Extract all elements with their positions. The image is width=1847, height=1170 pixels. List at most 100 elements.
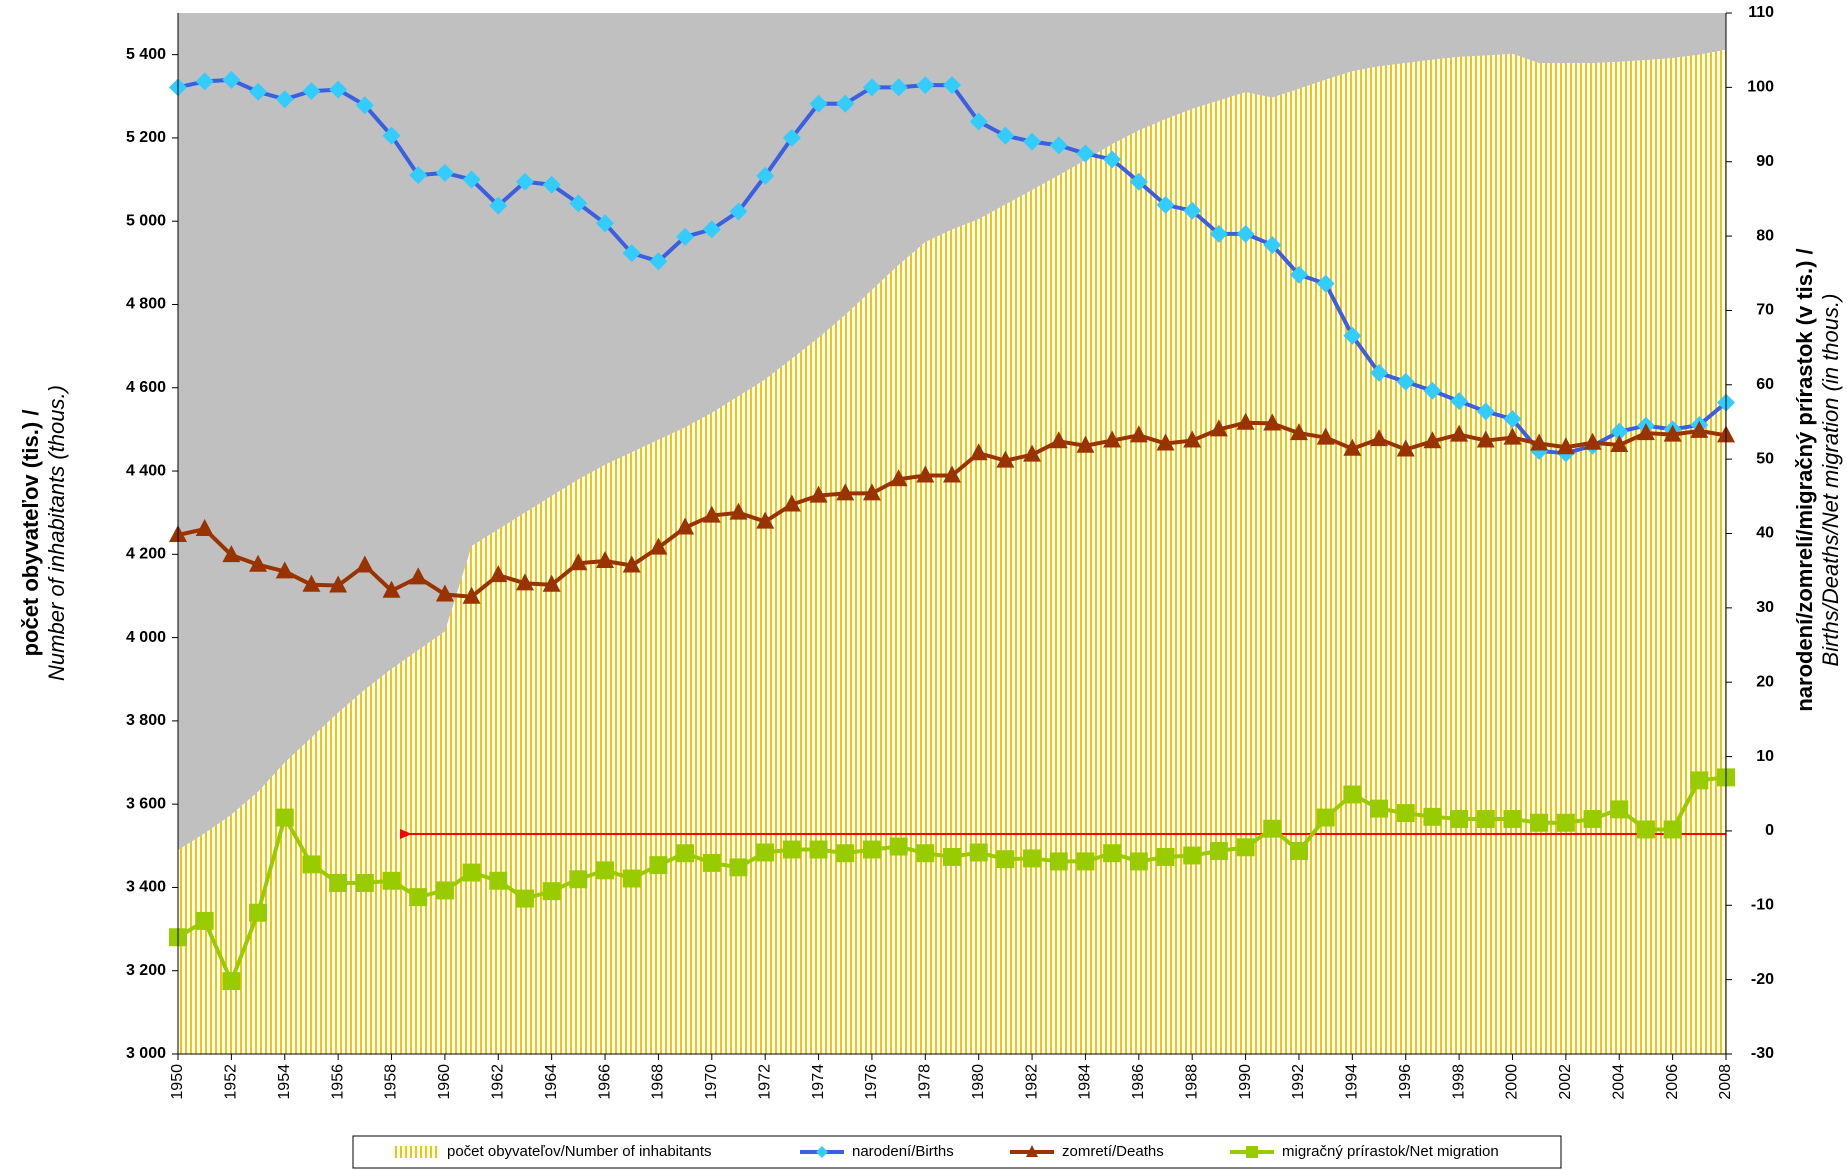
y2-tick-label: 80	[1756, 227, 1774, 244]
marker	[1263, 235, 1282, 254]
marker	[836, 844, 855, 863]
x-tick-label: 1964	[543, 1064, 560, 1100]
marker	[1209, 224, 1228, 243]
marker	[1530, 433, 1549, 451]
marker	[676, 227, 695, 246]
marker	[1583, 432, 1602, 450]
marker	[1663, 424, 1682, 442]
y2-tick-label: 20	[1756, 673, 1774, 690]
marker	[889, 469, 908, 487]
marker	[329, 575, 348, 593]
marker	[1556, 437, 1575, 455]
marker	[355, 873, 374, 892]
marker	[1423, 381, 1442, 400]
legend-marker	[1246, 1146, 1258, 1158]
marker	[1690, 771, 1709, 790]
y-tick-label: 4 400	[126, 462, 166, 479]
y2-axis-title: narodení/zomrelí/migračný prírastok (v t…	[1792, 248, 1843, 711]
marker	[1370, 799, 1389, 818]
marker	[1263, 413, 1282, 431]
marker	[275, 561, 294, 579]
marker	[249, 554, 268, 572]
marker	[1583, 810, 1602, 829]
marker	[569, 553, 588, 571]
marker	[462, 586, 481, 604]
marker	[782, 840, 801, 859]
marker	[1343, 785, 1362, 804]
marker	[676, 517, 695, 535]
marker	[1023, 849, 1042, 868]
marker	[489, 871, 508, 890]
marker	[1690, 420, 1709, 438]
marker	[1503, 427, 1522, 445]
marker	[916, 76, 935, 95]
legend-label: zomretí/Deaths	[1062, 1143, 1164, 1160]
marker	[1049, 136, 1068, 155]
y2-axis-title-line: Births/Deaths/Net migration (in thous.)	[1818, 294, 1843, 667]
marker	[382, 126, 401, 145]
marker	[1370, 363, 1389, 382]
marker	[702, 220, 721, 239]
y-tick-label: 5 400	[126, 46, 166, 63]
y-tick-label: 3 000	[126, 1045, 166, 1062]
marker	[1503, 810, 1522, 829]
legend-box	[352, 1135, 1562, 1169]
marker	[542, 574, 561, 592]
marker	[809, 94, 828, 113]
marker	[1156, 433, 1175, 451]
marker	[622, 555, 641, 573]
marker	[1103, 430, 1122, 448]
legend-marker	[816, 1146, 828, 1158]
y2-tick-label: -30	[1751, 1045, 1774, 1062]
marker	[943, 76, 961, 95]
y-axis-title-line: počet obyvateľov (tis.) /	[18, 410, 43, 657]
plot-area	[178, 13, 1726, 1055]
marker	[1530, 813, 1549, 832]
marker	[515, 889, 534, 908]
marker	[1183, 430, 1202, 448]
marker	[916, 844, 935, 863]
marker	[622, 244, 641, 263]
marker	[302, 855, 321, 874]
y-axis-title: počet obyvateľov (tis.) /Number of inhab…	[18, 385, 69, 681]
marker	[1049, 431, 1068, 449]
marker	[1316, 808, 1335, 827]
marker	[1343, 438, 1362, 456]
marker	[1423, 431, 1442, 449]
marker	[1236, 224, 1255, 243]
marker	[355, 96, 374, 115]
x-tick-label: 1988	[1183, 1064, 1200, 1100]
y-tick-label: 3 200	[126, 962, 166, 979]
marker	[1316, 274, 1335, 293]
marker	[1129, 172, 1148, 191]
marker	[1049, 852, 1068, 871]
marker	[409, 567, 428, 585]
marker	[943, 847, 961, 866]
marker	[1663, 820, 1682, 839]
marker	[1396, 804, 1415, 823]
y-axis-title-line: Number of inhabitants (thous.)	[44, 385, 69, 681]
marker	[622, 869, 641, 888]
marker	[996, 850, 1015, 869]
marker	[515, 172, 534, 191]
legend-label: počet obyvateľov/Number of inhabitants	[447, 1143, 712, 1160]
marker	[1289, 423, 1308, 441]
marker	[222, 70, 241, 89]
marker	[1023, 444, 1042, 462]
marker	[462, 170, 481, 189]
marker	[996, 126, 1015, 145]
marker	[1236, 412, 1255, 430]
x-tick-label: 1990	[1237, 1064, 1254, 1100]
x-tick-label: 1976	[863, 1064, 880, 1100]
marker	[249, 903, 268, 922]
y2-tick-label: 10	[1756, 748, 1774, 765]
y2-tick-label: 0	[1765, 822, 1774, 839]
x-tick-label: 2004	[1610, 1064, 1627, 1100]
marker	[195, 911, 214, 930]
y-tick-label: 4 600	[126, 379, 166, 396]
marker	[836, 94, 855, 113]
marker	[1183, 846, 1202, 865]
marker	[489, 565, 508, 583]
marker	[756, 166, 775, 185]
marker	[889, 78, 908, 97]
